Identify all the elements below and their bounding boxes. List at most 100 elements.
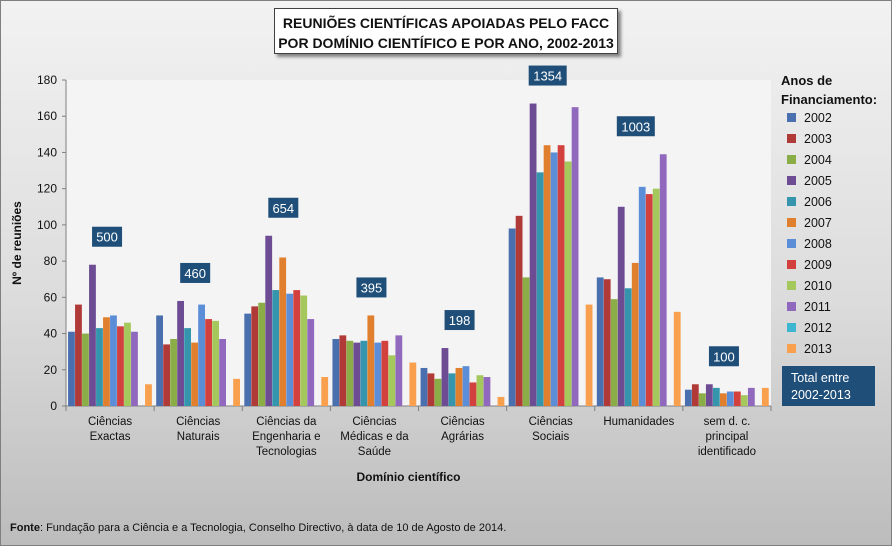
legend-swatch [787, 260, 796, 269]
legend-title: Anos de Financiamento: [781, 73, 878, 107]
bar-2006 [272, 290, 280, 406]
bar-2008 [550, 152, 558, 406]
total-badge-label: 500 [96, 230, 118, 245]
bar-2004 [258, 302, 266, 406]
bar-2013 [497, 396, 505, 406]
y-tick-label: 100 [37, 218, 57, 232]
legend-label: 2008 [804, 236, 832, 251]
bar-2004 [522, 277, 530, 406]
bar-2004 [82, 333, 89, 406]
x-category-label: Ciências Médicas e da Saúde [340, 416, 409, 458]
bar-2006 [360, 340, 368, 406]
legend-item-2005: 2005 [787, 170, 832, 191]
chart-title: REUNIÕES CIENTÍFICAS APOIADAS PELO FACC … [274, 8, 618, 54]
total-legend-box: Total entre 2002-2013 [782, 366, 875, 406]
bar-2005 [529, 103, 537, 407]
bar-2004 [610, 299, 618, 406]
legend-item-2010: 2010 [787, 275, 832, 296]
source-text: : Fundação para a Ciência e a Tecnologia… [39, 522, 507, 534]
bar-2011 [131, 331, 138, 406]
bar-2006 [536, 172, 544, 406]
legend-label: 2006 [804, 194, 832, 209]
x-category-label: Ciências Exactas [88, 416, 132, 443]
source-label: Fonte [10, 522, 40, 534]
bar-2009 [205, 319, 212, 406]
bar-2005 [441, 348, 449, 406]
legend-swatch [787, 323, 796, 332]
total-badge [444, 310, 475, 331]
bar-2008 [110, 315, 117, 406]
legend-item-2007: 2007 [787, 212, 832, 233]
x-category-label: Humanidades [603, 416, 674, 428]
bar-2003 [603, 279, 611, 406]
x-axis-title: Domínio científico [356, 470, 460, 484]
bar-2003 [691, 384, 699, 406]
legend-swatch [787, 155, 796, 164]
total-badge [708, 346, 739, 367]
bar-2003 [339, 335, 347, 406]
total-badge-label: 198 [449, 313, 471, 328]
legend-swatch [787, 134, 796, 143]
bar-2002 [420, 367, 428, 406]
bar-2009 [645, 194, 653, 406]
x-category-label: Ciências Agrárias [441, 416, 485, 443]
legend-label: 2010 [804, 278, 832, 293]
legend-swatch [787, 302, 796, 311]
bar-2011 [219, 338, 226, 406]
x-category-label: sem d. c. principal identificado [698, 416, 756, 458]
bar-2007 [719, 393, 727, 406]
bar-2005 [89, 264, 96, 406]
total-badge [528, 65, 567, 86]
bar-2004 [170, 338, 177, 406]
bar-2009 [733, 391, 741, 406]
source-footer: Fonte: Fundação para a Ciência e a Tecno… [10, 522, 506, 534]
legend-swatch [787, 239, 796, 248]
x-category-label: Ciências Naturais [176, 416, 220, 443]
legend-swatch [787, 218, 796, 227]
legend-swatch [787, 344, 796, 353]
bar-2008 [726, 391, 734, 406]
legend-item-2004: 2004 [787, 149, 832, 170]
y-tick-label: 120 [37, 182, 57, 196]
bar-2003 [75, 304, 82, 406]
y-tick-label: 160 [37, 109, 57, 123]
bar-2006 [448, 373, 456, 406]
bar-2003 [515, 215, 523, 406]
legend-label: 2002 [804, 110, 832, 125]
legend-label: 2009 [804, 257, 832, 272]
y-tick-label: 20 [44, 363, 58, 377]
bar-2006 [624, 288, 632, 406]
total-badge [268, 197, 299, 218]
bar-2007 [279, 257, 287, 406]
bar-2007 [103, 317, 110, 406]
legend-item-2006: 2006 [787, 191, 832, 212]
bar-2010 [300, 295, 308, 406]
bar-2011 [307, 319, 315, 406]
bar-2002 [332, 338, 340, 406]
total-badge [92, 226, 123, 247]
bar-2004 [698, 393, 706, 406]
bar-2009 [293, 290, 301, 406]
total-badge [180, 262, 211, 283]
bar-2008 [286, 293, 294, 406]
bar-2002 [244, 313, 252, 406]
legend-item-2012: 2012 [787, 317, 832, 338]
bar-2013 [761, 387, 769, 406]
y-tick-label: 0 [50, 399, 57, 413]
bar-2009 [557, 145, 565, 406]
bar-2002 [684, 389, 692, 406]
bar-2009 [381, 340, 389, 406]
bar-2007 [367, 315, 375, 406]
bar-2010 [564, 161, 572, 406]
bar-2011 [395, 335, 403, 406]
legend-item-2008: 2008 [787, 233, 832, 254]
bar-2010 [476, 375, 484, 406]
legend-swatch [787, 113, 796, 122]
bar-2007 [543, 145, 551, 406]
bar-2006 [96, 328, 103, 406]
total-badge-label: 1354 [533, 69, 562, 84]
bar-2005 [617, 206, 625, 406]
bar-2007 [191, 342, 198, 406]
y-tick-label: 180 [37, 73, 57, 87]
